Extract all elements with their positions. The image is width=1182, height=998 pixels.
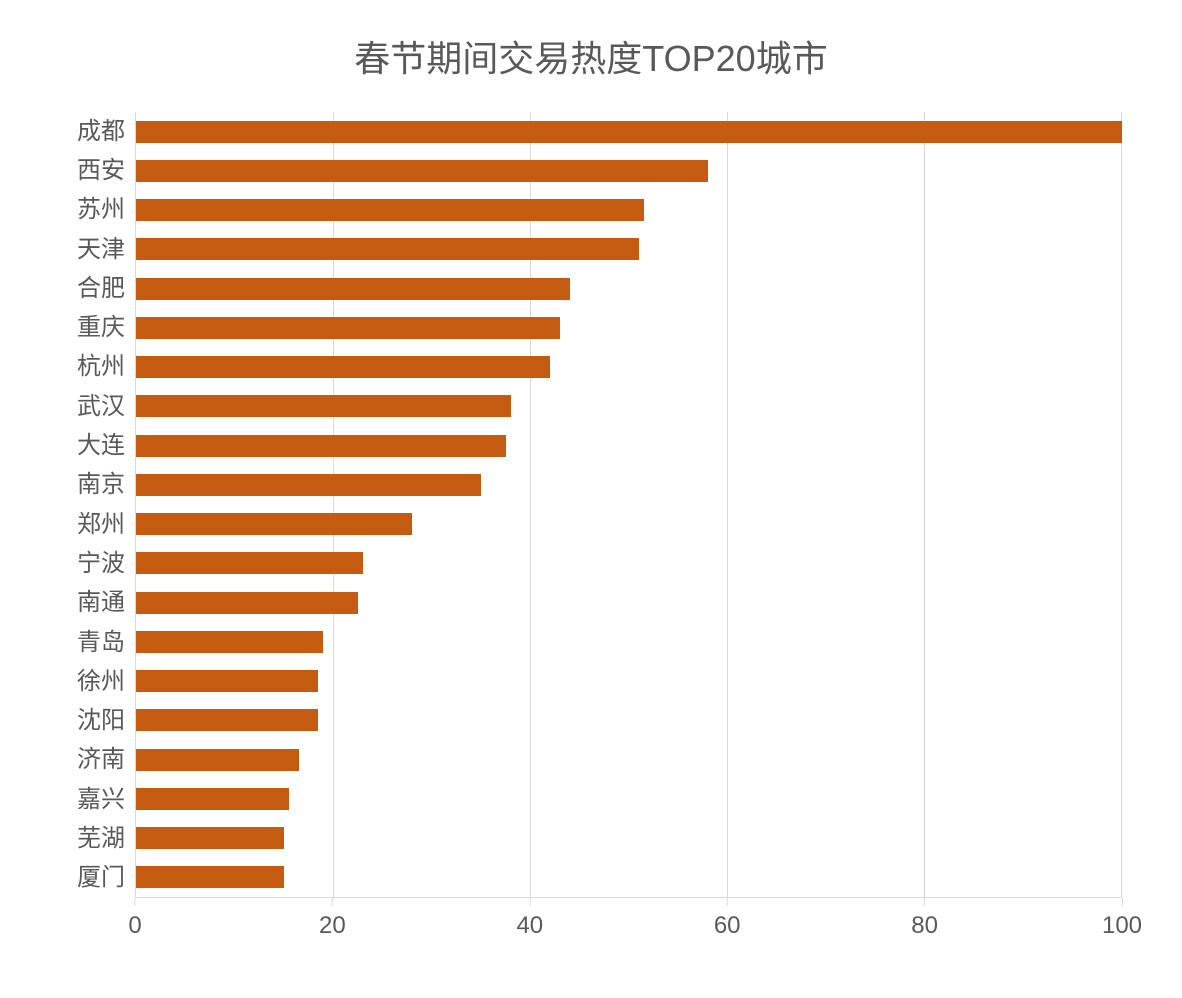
x-tick-label: 100 (1102, 912, 1142, 940)
bar-slot (136, 308, 1122, 347)
bar-slot (136, 426, 1122, 465)
x-tick: 100 (1102, 898, 1142, 940)
bar (136, 395, 511, 417)
bar (136, 317, 560, 339)
bar (136, 631, 323, 653)
y-axis-label: 合肥 (60, 269, 125, 308)
bar-slot (136, 269, 1122, 308)
y-axis-labels: 成都西安苏州天津合肥重庆杭州武汉大连南京郑州宁波南通青岛徐州沈阳济南嘉兴芜湖厦门 (60, 112, 135, 898)
bars-region (135, 112, 1122, 898)
bar-slot (136, 387, 1122, 426)
bar (136, 513, 412, 535)
x-tick-mark (332, 898, 333, 906)
bars (136, 112, 1122, 897)
x-tick-label: 20 (319, 912, 346, 940)
y-axis-label: 沈阳 (60, 701, 125, 740)
bar (136, 435, 506, 457)
y-axis-label: 成都 (60, 112, 125, 151)
bar (136, 788, 289, 810)
y-axis-label: 芜湖 (60, 819, 125, 858)
bar-slot (136, 662, 1122, 701)
x-tick-mark (134, 898, 135, 906)
bar (136, 749, 299, 771)
bar-slot (136, 151, 1122, 190)
y-axis-label: 西安 (60, 151, 125, 190)
x-tick: 80 (911, 898, 938, 940)
x-tick-mark (924, 898, 925, 906)
bar-slot (136, 112, 1122, 151)
bar-slot (136, 544, 1122, 583)
bar (136, 827, 284, 849)
y-axis-label: 厦门 (60, 859, 125, 898)
y-axis-label: 武汉 (60, 387, 125, 426)
bar-slot (136, 191, 1122, 230)
y-axis-label: 大连 (60, 426, 125, 465)
bar-slot (136, 465, 1122, 504)
y-axis-label: 南京 (60, 466, 125, 505)
y-axis-label: 徐州 (60, 662, 125, 701)
x-tick-mark (1121, 898, 1122, 906)
y-axis-label: 郑州 (60, 505, 125, 544)
bar (136, 356, 550, 378)
bar (136, 199, 644, 221)
bar (136, 238, 639, 260)
x-tick: 20 (319, 898, 346, 940)
x-axis: 020406080100 (60, 898, 1122, 938)
y-axis-label: 重庆 (60, 308, 125, 347)
x-tick-mark (727, 898, 728, 906)
chart-title: 春节期间交易热度TOP20城市 (60, 30, 1122, 82)
x-tick-mark (529, 898, 530, 906)
bar (136, 278, 570, 300)
x-tick: 0 (128, 898, 141, 940)
y-axis-label: 宁波 (60, 544, 125, 583)
x-tick-label: 0 (128, 912, 141, 940)
y-axis-label: 南通 (60, 584, 125, 623)
bar-slot (136, 348, 1122, 387)
bar (136, 670, 318, 692)
y-axis-label: 嘉兴 (60, 780, 125, 819)
x-tick-label: 60 (714, 912, 741, 940)
bar-slot (136, 505, 1122, 544)
y-axis-label: 天津 (60, 230, 125, 269)
y-axis-label: 杭州 (60, 348, 125, 387)
bar (136, 592, 358, 614)
bar (136, 474, 481, 496)
x-tick: 40 (516, 898, 543, 940)
y-axis-label: 济南 (60, 741, 125, 780)
y-axis-label: 苏州 (60, 191, 125, 230)
bar-slot (136, 701, 1122, 740)
bar-slot (136, 583, 1122, 622)
bar (136, 866, 284, 888)
bar-slot (136, 230, 1122, 269)
chart-container: 春节期间交易热度TOP20城市 成都西安苏州天津合肥重庆杭州武汉大连南京郑州宁波… (0, 0, 1182, 998)
x-tick-label: 80 (911, 912, 938, 940)
bar-slot (136, 858, 1122, 897)
bar-slot (136, 740, 1122, 779)
bar (136, 552, 363, 574)
x-tick-label: 40 (516, 912, 543, 940)
x-tick: 60 (714, 898, 741, 940)
bar (136, 121, 1122, 143)
bar-slot (136, 779, 1122, 818)
bar-slot (136, 819, 1122, 858)
y-axis-label: 青岛 (60, 623, 125, 662)
bar (136, 709, 318, 731)
bar-slot (136, 622, 1122, 661)
plot-area: 成都西安苏州天津合肥重庆杭州武汉大连南京郑州宁波南通青岛徐州沈阳济南嘉兴芜湖厦门 (60, 112, 1122, 898)
bar (136, 160, 708, 182)
